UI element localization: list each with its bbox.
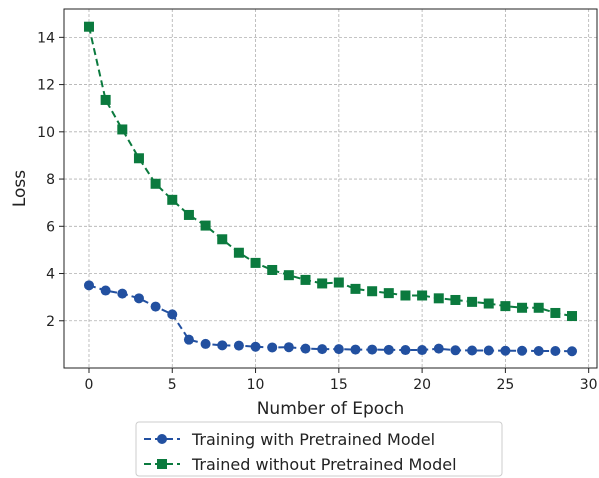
data-point-circle [450, 345, 461, 356]
data-point-circle [367, 344, 378, 355]
data-point-square [567, 311, 578, 322]
data-point-square [383, 288, 394, 299]
data-point-square [200, 220, 211, 231]
series-layer [83, 21, 578, 357]
plot-frame [63, 8, 598, 369]
data-point-circle [83, 280, 94, 291]
data-point-square [333, 277, 344, 288]
data-point-circle [517, 345, 528, 356]
series-line [88, 284, 573, 353]
y-tick-label: 6 [46, 219, 55, 235]
data-point-square [350, 283, 361, 294]
data-point-square [183, 209, 194, 220]
legend-marker [157, 434, 167, 444]
legend-entries: Training with Pretrained Model Trained wi… [144, 430, 457, 474]
legend-label: Trained without Pretrained Model [191, 455, 457, 474]
data-point-circle [550, 345, 561, 356]
y-tick-label: 4 [46, 267, 55, 283]
legend-box [135, 421, 503, 477]
data-point-circle [117, 288, 128, 299]
data-point-circle [350, 344, 361, 355]
data-point-square [233, 247, 244, 258]
data-point-circle [217, 340, 228, 351]
x-tick-label: 15 [330, 377, 348, 393]
y-tick-label: 8 [46, 172, 55, 188]
data-point-square [517, 302, 528, 313]
data-point-square [133, 153, 144, 164]
y-tick-label: 2 [46, 314, 55, 330]
data-point-circle [483, 345, 494, 356]
data-point-circle [183, 334, 194, 345]
data-point-square [533, 302, 544, 313]
data-point-square [150, 178, 161, 189]
data-point-square [500, 301, 511, 312]
x-tick-label: 20 [413, 377, 431, 393]
data-point-circle [383, 344, 394, 355]
data-point-square [483, 298, 494, 309]
data-point-circle [500, 345, 511, 356]
y-tick-label: 10 [37, 125, 55, 141]
data-point-circle [283, 342, 294, 353]
legend: Training with Pretrained Model Trained wi… [135, 421, 503, 477]
data-point-circle [467, 345, 478, 356]
data-point-circle [333, 344, 344, 355]
data-point-square [100, 94, 111, 105]
data-point-square [433, 293, 444, 304]
x-tick-layer: 0 5 10 15 20 25 30 [85, 368, 598, 393]
data-point-square [283, 270, 294, 281]
data-point-square [367, 286, 378, 297]
y-tick-layer: 2 4 6 8 10 12 14 [37, 30, 64, 330]
data-point-square [117, 124, 128, 135]
data-point-circle [433, 343, 444, 354]
data-point-square [467, 296, 478, 307]
data-point-circle [317, 344, 328, 355]
x-tick-label: 0 [85, 377, 94, 393]
data-point-circle [533, 345, 544, 356]
grid-layer [64, 9, 597, 368]
series-1 [83, 280, 578, 357]
legend-entry: Training with Pretrained Model [144, 430, 435, 449]
legend-marker [157, 459, 167, 469]
legend-label: Training with Pretrained Model [191, 430, 435, 449]
data-point-square [300, 274, 311, 285]
y-tick-label: 12 [37, 78, 55, 94]
data-point-square [317, 278, 328, 289]
x-tick-label: 5 [168, 377, 177, 393]
data-point-circle [233, 340, 244, 351]
data-point-square [417, 290, 428, 301]
x-tick-label: 25 [496, 377, 514, 393]
data-point-circle [417, 345, 428, 356]
y-axis-label: Loss [10, 170, 30, 207]
data-point-square [83, 21, 94, 32]
y-tick-label: 14 [37, 30, 55, 46]
data-point-circle [267, 342, 278, 353]
data-point-square [550, 307, 561, 318]
data-point-circle [250, 341, 261, 352]
data-point-circle [200, 338, 211, 349]
data-point-circle [300, 343, 311, 354]
data-point-square [450, 294, 461, 305]
data-point-circle [400, 345, 411, 356]
series-line [88, 26, 573, 318]
data-point-square [167, 194, 178, 205]
series-2 [83, 21, 578, 322]
data-point-circle [567, 346, 578, 357]
data-point-square [217, 234, 228, 245]
data-point-circle [167, 309, 178, 320]
data-point-square [400, 290, 411, 301]
data-point-square [267, 264, 278, 275]
data-point-circle [150, 301, 161, 312]
data-point-square [250, 257, 261, 268]
x-tick-label: 30 [580, 377, 598, 393]
x-tick-label: 10 [247, 377, 265, 393]
data-point-circle [100, 285, 111, 296]
data-point-circle [133, 293, 144, 304]
legend-entry: Trained without Pretrained Model [144, 455, 457, 474]
x-axis-label: Number of Epoch [257, 399, 405, 419]
